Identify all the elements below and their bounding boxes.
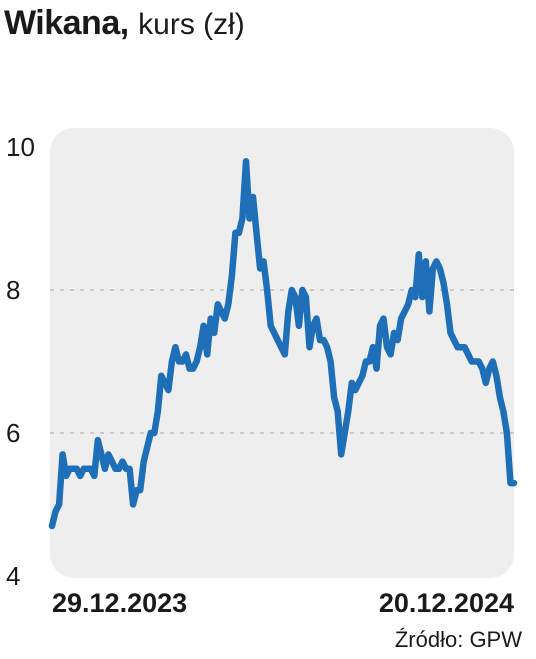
grid-lines (50, 289, 514, 434)
chart-subtitle: kurs (zł) (138, 8, 245, 41)
company-name: Wikana, (4, 4, 129, 42)
source-note: Źródło: GPW (394, 627, 522, 652)
price-series-line (48, 158, 518, 530)
y-axis-ticks: 4 6 8 10 (6, 132, 35, 591)
y-tick-label: 10 (6, 132, 35, 162)
y-tick-label: 6 (6, 418, 20, 448)
y-tick-label: 4 (6, 561, 20, 591)
x-axis-ticks: 29.12.2023 20.12.2024 (52, 588, 514, 618)
x-tick-label: 20.12.2024 (379, 588, 514, 618)
chart-title: Wikana, kurs (zł) (4, 4, 245, 43)
y-tick-label: 8 (6, 275, 20, 305)
x-tick-label: 29.12.2023 (52, 588, 187, 618)
